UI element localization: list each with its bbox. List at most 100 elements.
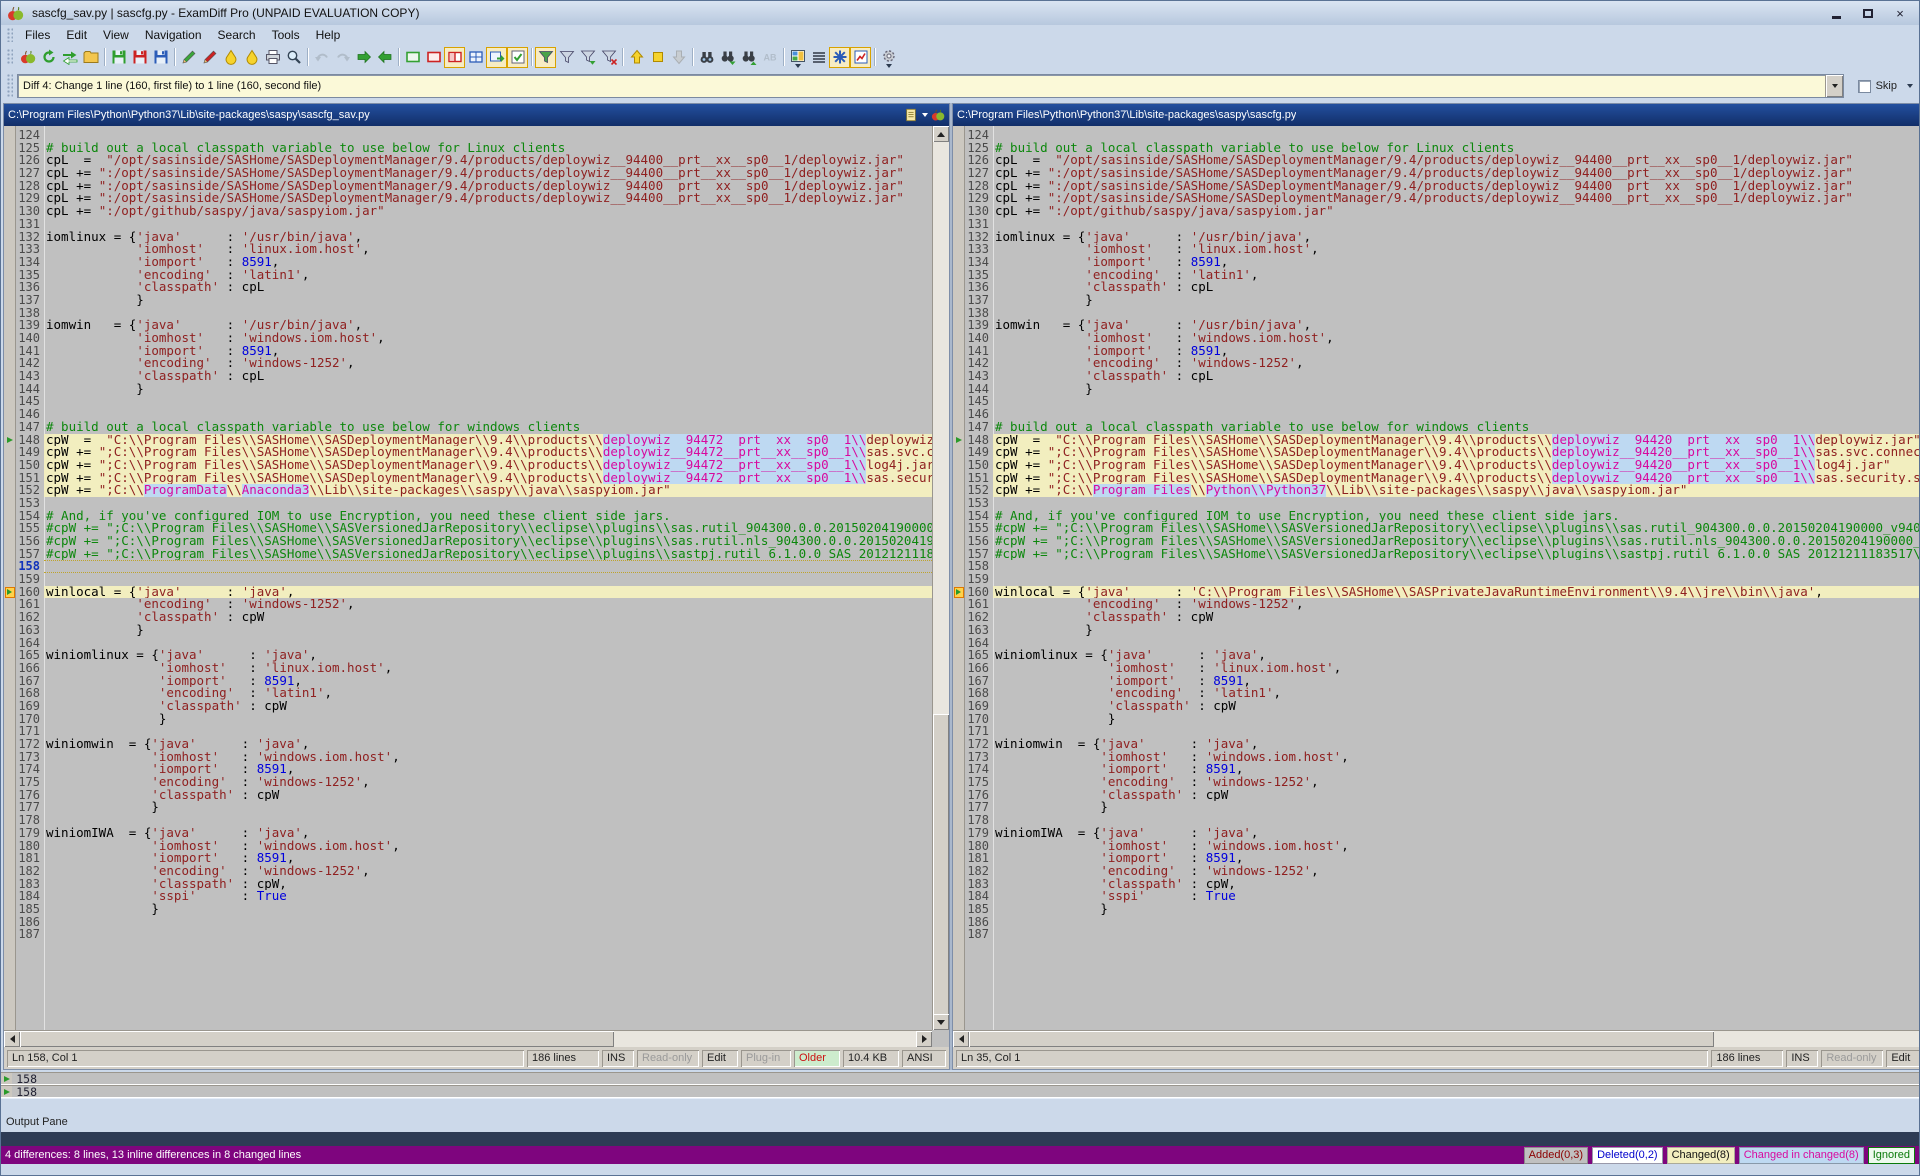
code-line[interactable]: 149cpW += ";C:\\Program Files\\SASHome\\…: [4, 446, 932, 459]
code-line[interactable]: 185 }: [4, 903, 932, 916]
code-line[interactable]: 163 }: [953, 624, 1920, 637]
code-line[interactable]: 173 'iomhost' : 'windows.iom.host',: [4, 751, 932, 764]
code-line[interactable]: 174 'iomport' : 8591,: [953, 763, 1920, 776]
current-diff-combo[interactable]: Diff 4: Change 1 line (160, first file) …: [17, 74, 1844, 98]
menu-search[interactable]: Search: [210, 26, 264, 44]
code-line[interactable]: 157#cpW += ";C:\\Program Files\\SASHome\…: [4, 548, 932, 561]
code-line[interactable]: 175 'encoding' : 'windows-1252',: [4, 776, 932, 789]
code-line[interactable]: 170 }: [953, 713, 1920, 726]
skip-checkbox[interactable]: [1858, 80, 1871, 93]
code-line[interactable]: 140 'iomhost' : 'windows.iom.host',: [4, 332, 932, 345]
code-line[interactable]: 162 'classpath' : cpW: [4, 611, 932, 624]
first-vertical-scrollbar[interactable]: [932, 126, 949, 1030]
code-line[interactable]: 126cpL = "/opt/sasinside/SASHome/SASDepl…: [953, 154, 1920, 167]
code-line[interactable]: 159: [953, 573, 1920, 586]
code-line[interactable]: 149cpW += ";C:\\Program Files\\SASHome\\…: [953, 446, 1920, 459]
toolbar-undo-button[interactable]: [311, 47, 332, 68]
code-line[interactable]: 182 'encoding' : 'windows-1252',: [4, 865, 932, 878]
toolbar-save-second-button[interactable]: [129, 47, 150, 68]
code-line[interactable]: 147# build out a local classpath variabl…: [953, 421, 1920, 434]
toolbar-filter-exclude-button[interactable]: [598, 47, 619, 68]
code-line[interactable]: 137 }: [4, 294, 932, 307]
code-line[interactable]: 181 'iomport' : 8591,: [953, 852, 1920, 865]
code-line[interactable]: 167 'iomport' : 8591,: [4, 675, 932, 688]
code-line[interactable]: 164: [4, 637, 932, 650]
code-line[interactable]: 155#cpW += ";C:\\Program Files\\SASHome\…: [4, 522, 932, 535]
code-line[interactable]: 187: [953, 928, 1920, 941]
code-line[interactable]: 158: [953, 560, 1920, 573]
code-line[interactable]: 158: [4, 560, 932, 573]
code-line[interactable]: 178: [4, 814, 932, 827]
code-line[interactable]: 142 'encoding' : 'windows-1252',: [4, 357, 932, 370]
code-line[interactable]: 183 'classpath' : cpW,: [4, 878, 932, 891]
code-line[interactable]: 146: [4, 408, 932, 421]
code-line[interactable]: 169 'classpath' : cpW: [953, 700, 1920, 713]
toolbar-show-first-only-button[interactable]: [444, 47, 465, 68]
toolbar-find-next-button[interactable]: [717, 47, 738, 68]
scroll-left-button[interactable]: [953, 1031, 969, 1047]
scrollbar-thumb[interactable]: [969, 1031, 1714, 1047]
toolbar-recompare-button[interactable]: [38, 47, 59, 68]
code-line[interactable]: 162 'classpath' : cpW: [953, 611, 1920, 624]
code-line[interactable]: 125# build out a local classpath variabl…: [4, 142, 932, 155]
code-line[interactable]: 185 }: [953, 903, 1920, 916]
toolbar-find-button[interactable]: [696, 47, 717, 68]
code-line[interactable]: 148cpW = "C:\\Program Files\\SASHome\\SA…: [953, 434, 1920, 447]
second-file-code-area[interactable]: 124125# build out a local classpath vari…: [953, 126, 1920, 1030]
toolbar-filter-all-button[interactable]: [535, 47, 556, 68]
menu-view[interactable]: View: [95, 26, 137, 44]
toolbar-plugins-button[interactable]: [829, 47, 850, 68]
toolbar-filter-none-button[interactable]: [556, 47, 577, 68]
toolbar-layout-button[interactable]: [787, 47, 808, 68]
code-line[interactable]: 166 'iomhost' : 'linux.iom.host',: [4, 662, 932, 675]
code-line[interactable]: 143 'classpath' : cpL: [953, 370, 1920, 383]
second-horizontal-scrollbar[interactable]: [953, 1030, 1920, 1047]
menu-help[interactable]: Help: [308, 26, 349, 44]
code-line[interactable]: 179winiomIWA = {'java' : 'java',: [953, 827, 1920, 840]
toolbar-print-preview-button[interactable]: [283, 47, 304, 68]
code-line[interactable]: 151cpW += ";C:\\Program Files\\SASHome\\…: [953, 472, 1920, 485]
code-line[interactable]: 148cpW = "C:\\Program Files\\SASHome\\SA…: [4, 434, 932, 447]
code-line[interactable]: 166 'iomhost' : 'linux.iom.host',: [953, 662, 1920, 675]
code-line[interactable]: 176 'classpath' : cpW: [953, 789, 1920, 802]
toolbar-print-button[interactable]: [262, 47, 283, 68]
code-line[interactable]: 173 'iomhost' : 'windows.iom.host',: [953, 751, 1920, 764]
toolbar-current-block-button[interactable]: [647, 47, 668, 68]
first-horizontal-scrollbar[interactable]: [4, 1030, 932, 1047]
toolbar-overflow-icon[interactable]: [1907, 84, 1913, 88]
code-line[interactable]: 177 }: [953, 801, 1920, 814]
toolbar-edit-second-button[interactable]: [199, 47, 220, 68]
scroll-left-button[interactable]: [4, 1031, 20, 1047]
toolbar-copy-to-second-button[interactable]: [220, 47, 241, 68]
toolbar-save-both-button[interactable]: [150, 47, 171, 68]
output-pane-header[interactable]: Output Pane: [1, 1116, 1919, 1132]
diff-combo-dropdown-button[interactable]: [1825, 75, 1843, 97]
code-line[interactable]: 128cpL += ":/opt/sasinside/SASHome/SASDe…: [4, 180, 932, 193]
code-line[interactable]: 187: [4, 928, 932, 941]
dock-splitter[interactable]: [1, 1098, 1919, 1116]
code-line[interactable]: 172winiomwin = {'java' : 'java',: [4, 738, 932, 751]
code-line[interactable]: 184 'sspi' : True: [4, 890, 932, 903]
toolbar-show-options-button[interactable]: [507, 47, 528, 68]
code-line[interactable]: 150cpW += ";C:\\Program Files\\SASHome\\…: [4, 459, 932, 472]
toolbar-swap-panes-button[interactable]: [59, 47, 80, 68]
code-line[interactable]: 141 'iomport' : 8591,: [4, 345, 932, 358]
code-line[interactable]: 159: [4, 573, 932, 586]
code-line[interactable]: 169 'classpath' : cpW: [4, 700, 932, 713]
toolbar-copy-block-down-button[interactable]: [668, 47, 689, 68]
first-file-code-area[interactable]: 124125# build out a local classpath vari…: [4, 126, 932, 1030]
code-line[interactable]: 138: [953, 307, 1920, 320]
code-line[interactable]: 130cpL += ":/opt/github/saspy/java/saspy…: [953, 205, 1920, 218]
code-line[interactable]: 132iomlinux = {'java' : '/usr/bin/java',: [953, 231, 1920, 244]
code-line[interactable]: 126cpL = "/opt/sasinside/SASHome/SASDepl…: [4, 154, 932, 167]
code-line[interactable]: 174 'iomport' : 8591,: [4, 763, 932, 776]
code-line[interactable]: 180 'iomhost' : 'windows.iom.host',: [953, 840, 1920, 853]
code-line[interactable]: 140 'iomhost' : 'windows.iom.host',: [953, 332, 1920, 345]
maximize-button[interactable]: [1855, 5, 1881, 22]
scroll-down-button[interactable]: [933, 1014, 949, 1030]
toolbar-statistics-button[interactable]: [850, 47, 871, 68]
code-line[interactable]: 182 'encoding' : 'windows-1252',: [953, 865, 1920, 878]
toolbar-open-files-button[interactable]: [80, 47, 101, 68]
code-line[interactable]: 163 }: [4, 624, 932, 637]
scroll-up-button[interactable]: [933, 126, 949, 142]
